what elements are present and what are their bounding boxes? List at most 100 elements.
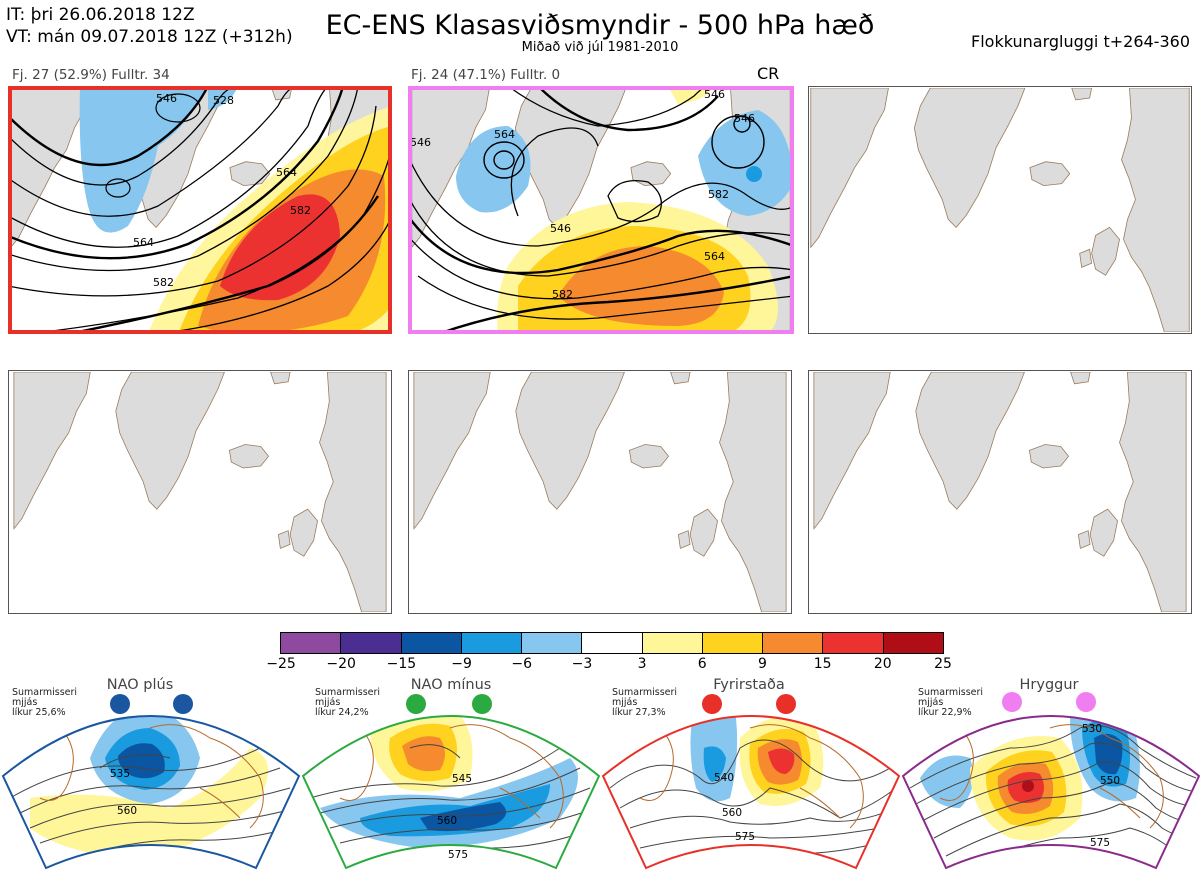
cluster-2-label: Fj. 24 (47.1%) Fulltr. 0 [411, 67, 561, 83]
regime-dot [173, 694, 193, 714]
cluster-2-contour-label: 546 [550, 222, 571, 235]
colorbar [280, 632, 944, 654]
regime-title: Hryggur [1019, 677, 1079, 693]
valid-time: VT: mán 09.07.2018 12Z (+312h) [6, 27, 293, 47]
regime-note-line: Sumarmisseri [612, 687, 678, 698]
clustering-window: Flokkunargluggi t+264-360 [971, 32, 1190, 51]
cluster-2-contour-label: 546 [734, 112, 755, 125]
regime-dot [1002, 692, 1022, 712]
regime-border [301, 715, 601, 870]
empty-map-panel [408, 370, 792, 614]
colorbar-swatch [701, 633, 763, 653]
colorbar-swatch [641, 633, 702, 653]
cluster-1-contour-label: 546 [156, 92, 177, 105]
colorbar-tick-label: 25 [934, 656, 952, 672]
cluster-1-contour-label: 582 [290, 204, 311, 217]
regime-dot [472, 694, 492, 714]
colorbar-tick-label: −6 [511, 656, 533, 672]
page-title: EC-ENS Klasasviðsmyndir - 500 hPa hæð [325, 10, 875, 41]
empty-map-panel [808, 86, 1192, 334]
colorbar-tick-label: 9 [757, 656, 767, 672]
regime-note-line: mjjás [315, 697, 341, 708]
regime-note: Sumarmisseri mjjás líkur 27,3% [612, 688, 677, 718]
regime-note-line: mjjás [918, 697, 944, 708]
colorbar-swatch [882, 633, 943, 653]
regime-border [601, 715, 901, 870]
colorbar-swatch [521, 633, 582, 653]
regime-blocking-map: 540 560 575 [601, 694, 901, 870]
empty-map-panel [8, 370, 392, 614]
cluster-2-map: 546 564 582 582 564 546 546 546 [408, 86, 794, 334]
regime-nao-minus-map: 545 560 575 [301, 694, 601, 870]
colorbar-swatch [762, 633, 823, 653]
regime-title: NAO plús [106, 677, 174, 693]
regime-contour-label: 560 [722, 807, 742, 819]
colorbar-tick-label: −20 [326, 656, 356, 672]
cluster-1-contour-label: 582 [153, 276, 174, 289]
regime-dot [702, 694, 722, 714]
regime-contour-label: 540 [714, 772, 734, 784]
cluster-1-contour-label: 528 [213, 94, 234, 107]
run-info: IT: þri 26.06.2018 12Z VT: mán 09.07.201… [6, 4, 293, 48]
colorbar-swatch [822, 633, 883, 653]
page-subtitle: Miðað við júl 1981-2010 [521, 40, 679, 55]
regime-nao-plus-map: 535 560 [1, 694, 301, 870]
cluster-1-contour-label: 564 [276, 166, 297, 179]
initial-time: IT: þri 26.06.2018 12Z [6, 5, 195, 25]
regime-contour-label: 560 [437, 815, 457, 827]
colorbar-swatch [281, 633, 341, 653]
colorbar-tick-label: −9 [451, 656, 472, 672]
cluster-1-border [8, 86, 392, 334]
regime-contour-label: 575 [1090, 837, 1110, 849]
cluster-2-contour-label: 564 [494, 128, 515, 141]
regime-note: Sumarmisseri mjjás líkur 22,9% [918, 688, 983, 718]
regime-contour-label: 530 [1082, 723, 1102, 735]
cluster-2-border [408, 86, 794, 334]
regime-title: Fyrirstaða [713, 677, 785, 693]
colorbar-tick-label: −25 [266, 656, 296, 672]
colorbar-swatch [460, 633, 522, 653]
regime-title: NAO mínus [410, 677, 492, 693]
cluster-1-contour-label: 564 [133, 236, 154, 249]
regime-border [1, 715, 301, 870]
regime-note-line: Sumarmisseri [918, 687, 984, 698]
regime-dot [406, 694, 426, 714]
regime-note: Sumarmisseri mjjás líkur 25,6% [12, 688, 77, 718]
regime-note-line: líkur 25,6% [12, 707, 66, 718]
colorbar-swatch [400, 633, 461, 653]
colorbar-tick-label: 20 [873, 656, 892, 672]
regime-dot [776, 694, 796, 714]
cluster-2-contour-label: 582 [708, 188, 729, 201]
regime-note-line: Sumarmisseri [315, 687, 381, 698]
regime-dot [110, 694, 130, 714]
cluster-1-map: 564 582 564 582 528 546 [8, 86, 392, 334]
cluster-2-contour-label: 582 [552, 288, 573, 301]
regime-contour-label: 535 [110, 768, 130, 780]
colorbar-tick-label: 6 [697, 656, 707, 672]
regime-contour-label: 550 [1100, 775, 1120, 787]
regime-note-line: líkur 24,2% [315, 707, 369, 718]
regime-ridge-map: 530 550 575 [901, 692, 1200, 870]
cluster-1-label: Fj. 27 (52.9%) Fulltr. 34 [12, 67, 170, 83]
regime-note-line: Sumarmisseri [12, 687, 78, 698]
regime-contour-label: 575 [735, 831, 755, 843]
cluster-2-contour-label: 546 [704, 88, 725, 101]
regime-contour-label: 575 [448, 849, 468, 861]
regime-note: Sumarmisseri mjjás líkur 24,2% [315, 688, 380, 718]
colorbar-tick-label: 15 [813, 656, 832, 672]
regime-note-line: líkur 22,9% [918, 707, 972, 718]
regime-contour-label: 560 [117, 805, 137, 817]
regime-border [901, 715, 1200, 870]
cluster-2-contour-label: 546 [410, 136, 431, 149]
colorbar-tick-label: 3 [637, 656, 647, 672]
cluster-2-contour-label: 564 [704, 250, 725, 263]
colorbar-swatch [581, 633, 642, 653]
empty-map-panel [808, 370, 1192, 614]
regime-note-line: mjjás [612, 697, 638, 708]
colorbar-tick-label: −3 [571, 656, 593, 672]
cluster-2-cr-tag: CR [757, 64, 780, 83]
regime-contour-label: 545 [452, 773, 472, 785]
regime-note-line: líkur 27,3% [612, 707, 666, 718]
regime-dot [1076, 692, 1096, 712]
colorbar-swatch [340, 633, 401, 653]
